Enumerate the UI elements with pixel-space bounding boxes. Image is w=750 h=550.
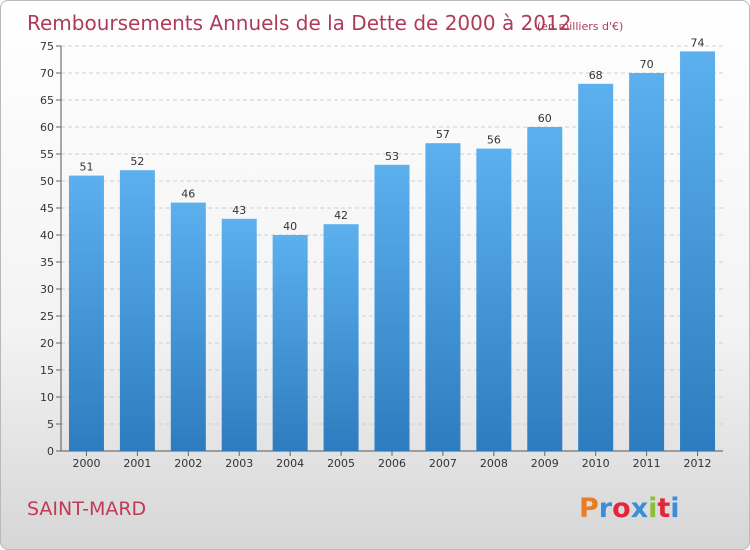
data-label-2009: 60 [538, 112, 552, 125]
y-tick-label: 40 [40, 229, 54, 242]
data-label-2007: 57 [436, 128, 450, 141]
data-label-2003: 43 [232, 204, 246, 217]
city-name: SAINT-MARD [27, 498, 146, 520]
x-tick-label: 2003 [225, 457, 253, 470]
y-tick-label: 0 [47, 445, 54, 458]
data-label-2005: 42 [334, 209, 348, 222]
bar-2002 [170, 202, 206, 451]
bar-2008 [476, 148, 512, 451]
data-label-2002: 46 [181, 188, 195, 201]
bar-2012 [680, 51, 716, 452]
x-tick-label: 2004 [276, 457, 304, 470]
chart-subtitle: (en milliers d'€) [537, 20, 623, 33]
bar-2009 [527, 127, 563, 451]
x-tick-label: 2010 [582, 457, 610, 470]
x-tick-label: 2011 [633, 457, 661, 470]
x-tick-label: 2008 [480, 457, 508, 470]
x-tick-label: 2007 [429, 457, 457, 470]
bar-2005 [323, 224, 359, 451]
y-tick-label: 65 [40, 94, 54, 107]
bar-2003 [221, 218, 257, 451]
logo-letter: o [612, 493, 631, 524]
y-tick-label: 15 [40, 364, 54, 377]
y-tick-label: 20 [40, 337, 54, 350]
logo-letter: i [670, 493, 679, 524]
x-tick-label: 2001 [123, 457, 151, 470]
y-tick-label: 55 [40, 148, 54, 161]
y-tick-label: 30 [40, 283, 54, 296]
x-tick-label: 2009 [531, 457, 559, 470]
bar-2001 [119, 170, 155, 451]
bar-2004 [272, 235, 308, 451]
proxiti-logo: Proxiti [579, 493, 680, 524]
logo-letter: r [599, 493, 613, 524]
data-label-2011: 70 [640, 58, 654, 71]
y-tick-label: 75 [40, 40, 54, 53]
logo-letter: x [631, 493, 648, 524]
data-label-2000: 51 [79, 161, 93, 174]
y-tick-label: 60 [40, 121, 54, 134]
y-tick-label: 35 [40, 256, 54, 269]
data-label-2008: 56 [487, 134, 501, 147]
logo-letter: i [648, 493, 657, 524]
y-tick-label: 25 [40, 310, 54, 323]
y-tick-label: 5 [47, 418, 54, 431]
data-label-2010: 68 [589, 69, 603, 82]
data-label-2006: 53 [385, 150, 399, 163]
bars [68, 51, 716, 452]
data-labels: 51 52 46 43 40 42 53 57 56 60 68 70 74 [79, 36, 704, 233]
x-tick-label: 2012 [684, 457, 712, 470]
data-label-2012: 74 [691, 36, 705, 49]
y-tick-label: 50 [40, 175, 54, 188]
x-tick-label: 2002 [174, 457, 202, 470]
logo-letter: t [657, 493, 670, 524]
x-tick-label: 2005 [327, 457, 355, 470]
y-tick-label: 70 [40, 67, 54, 80]
bar-2011 [629, 73, 665, 451]
bar-2006 [374, 164, 410, 452]
logo-letter: P [579, 493, 599, 524]
y-tick-label: 10 [40, 391, 54, 404]
x-tick-label: 2006 [378, 457, 406, 470]
data-label-2004: 40 [283, 220, 297, 233]
bar-2007 [425, 143, 461, 451]
y-tick-label: 45 [40, 202, 54, 215]
x-tick-label: 2000 [72, 457, 100, 470]
data-label-2001: 52 [130, 155, 144, 168]
chart-title: Remboursements Annuels de la Dette de 20… [27, 11, 571, 35]
bar-2010 [578, 83, 614, 452]
bar-2000 [68, 175, 104, 451]
